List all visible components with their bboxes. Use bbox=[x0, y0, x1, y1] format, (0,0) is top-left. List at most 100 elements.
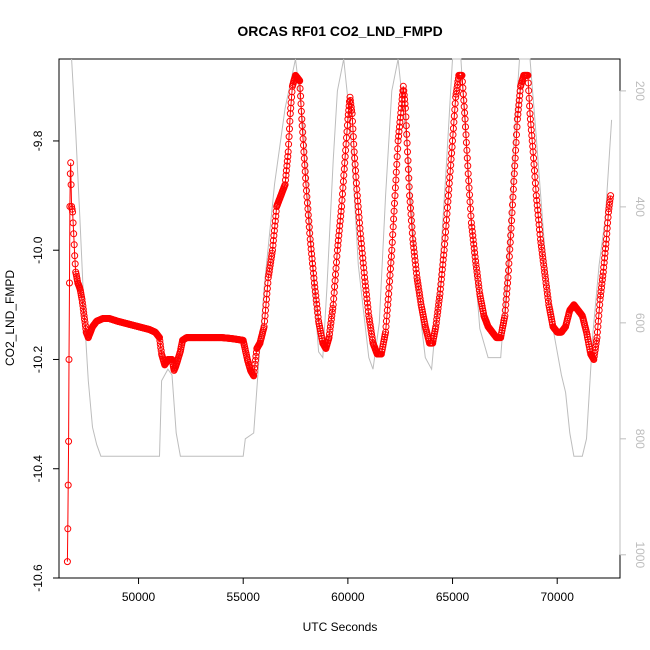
data-point bbox=[465, 184, 473, 192]
data-point bbox=[308, 250, 316, 258]
data-point bbox=[401, 100, 409, 108]
data-point bbox=[431, 327, 439, 335]
data-point bbox=[347, 103, 355, 111]
data-point bbox=[81, 322, 89, 330]
data-point bbox=[433, 312, 441, 320]
data-point bbox=[436, 294, 443, 302]
data-point bbox=[473, 268, 481, 276]
data-point bbox=[346, 97, 354, 104]
data-point bbox=[64, 481, 72, 489]
data-point bbox=[311, 288, 319, 295]
data-point bbox=[286, 117, 294, 125]
data-point bbox=[404, 165, 412, 173]
data-point bbox=[337, 207, 345, 215]
data-point bbox=[512, 146, 520, 154]
data-point bbox=[268, 249, 276, 257]
data-point bbox=[539, 257, 547, 265]
data-point bbox=[390, 207, 398, 215]
data-point bbox=[316, 327, 324, 335]
data-point bbox=[461, 115, 469, 123]
data-point bbox=[310, 279, 318, 287]
data-point bbox=[156, 334, 163, 342]
data-point bbox=[467, 212, 475, 220]
data-point bbox=[402, 113, 410, 121]
data-point bbox=[389, 223, 397, 231]
data-point bbox=[533, 196, 541, 204]
data-point bbox=[500, 319, 507, 327]
data-point bbox=[433, 315, 441, 323]
data-point bbox=[69, 208, 77, 216]
data-point bbox=[388, 246, 396, 254]
y-tick-label: -9.8 bbox=[31, 130, 45, 151]
data-point bbox=[405, 174, 413, 182]
data-point bbox=[400, 91, 408, 99]
data-point bbox=[468, 227, 476, 235]
data-point bbox=[605, 205, 613, 213]
data-point bbox=[541, 268, 549, 276]
data-point bbox=[269, 241, 277, 249]
data-point bbox=[505, 267, 512, 274]
data-point bbox=[393, 153, 401, 161]
data-point bbox=[391, 192, 399, 200]
data-point bbox=[282, 167, 290, 175]
data-point bbox=[362, 286, 370, 294]
data-point bbox=[297, 107, 305, 115]
data-point bbox=[598, 280, 606, 288]
data-point bbox=[404, 148, 411, 156]
data-point bbox=[379, 343, 387, 351]
data-point bbox=[602, 240, 610, 248]
data-point bbox=[412, 265, 420, 273]
data-point bbox=[430, 332, 438, 340]
data-point bbox=[470, 240, 478, 248]
data-point bbox=[269, 237, 277, 244]
y2-tick-label: 200 bbox=[633, 81, 647, 101]
data-point bbox=[524, 79, 532, 87]
data-point bbox=[356, 230, 364, 238]
data-point bbox=[270, 227, 278, 235]
data-point bbox=[309, 264, 317, 272]
y-axis-label: CO2_LND_FMPD bbox=[3, 270, 17, 366]
data-point bbox=[596, 301, 604, 309]
data-point bbox=[536, 230, 544, 238]
data-point bbox=[525, 94, 533, 102]
x-tick-label: 55000 bbox=[227, 590, 261, 604]
data-point bbox=[543, 286, 551, 294]
data-point bbox=[508, 209, 516, 217]
data-point bbox=[534, 206, 542, 214]
data-point bbox=[364, 303, 372, 311]
data-point bbox=[509, 193, 517, 201]
data-point bbox=[532, 192, 540, 200]
data-point bbox=[326, 330, 333, 338]
data-point bbox=[328, 308, 336, 316]
data-point bbox=[542, 279, 550, 287]
data-point bbox=[397, 109, 405, 117]
data-point bbox=[282, 171, 290, 179]
data-point bbox=[418, 306, 426, 314]
data-point bbox=[510, 178, 518, 185]
y-tick-label: -10.4 bbox=[31, 455, 45, 483]
data-point bbox=[605, 208, 612, 216]
data-point bbox=[537, 235, 544, 243]
data-point bbox=[599, 268, 607, 276]
data-point bbox=[310, 269, 317, 277]
data-point bbox=[527, 121, 535, 129]
data-point bbox=[603, 230, 611, 238]
data-point bbox=[593, 337, 600, 345]
data-point bbox=[403, 130, 411, 138]
data-point bbox=[534, 211, 542, 219]
y-tick-label: -10.2 bbox=[31, 345, 45, 373]
data-point bbox=[361, 274, 369, 281]
data-point bbox=[539, 254, 547, 261]
data-point bbox=[469, 232, 477, 240]
data-point bbox=[396, 123, 403, 131]
data-point bbox=[600, 259, 608, 267]
x-tick-label: 50000 bbox=[122, 590, 156, 604]
data-point bbox=[286, 110, 294, 118]
data-point bbox=[296, 85, 304, 92]
data-point bbox=[464, 162, 472, 170]
data-point bbox=[513, 131, 520, 139]
data-point bbox=[462, 131, 470, 139]
data-point bbox=[302, 174, 310, 182]
data-point bbox=[314, 309, 322, 317]
